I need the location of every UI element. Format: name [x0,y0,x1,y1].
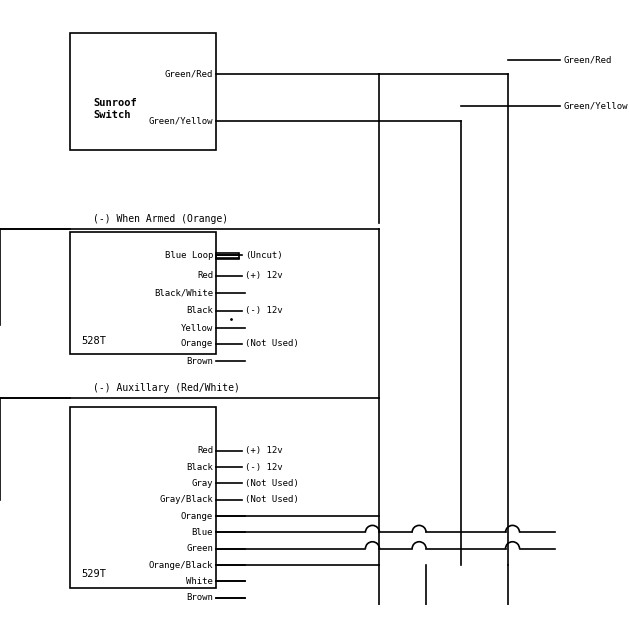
Text: Green/Red: Green/Red [564,55,611,64]
Text: Green: Green [186,544,213,553]
Text: Blue: Blue [192,528,213,537]
Text: Brown: Brown [186,357,213,366]
Text: Black: Black [186,463,213,472]
Text: Green/Yellow: Green/Yellow [148,117,213,125]
Text: Sunroof
Switch: Sunroof Switch [93,98,137,120]
Text: Gray/Black: Gray/Black [159,495,213,504]
Bar [70,232,216,354]
Bar [70,33,216,150]
Text: Red: Red [197,271,213,280]
Text: (Not Used): (Not Used) [245,495,299,504]
Text: Blue Loop: Blue Loop [165,251,213,260]
Text: (Not Used): (Not Used) [245,339,299,349]
Text: (Uncut): (Uncut) [245,251,283,260]
Text: (-) Auxillary (Red/White): (-) Auxillary (Red/White) [93,384,240,394]
Bar [216,253,239,259]
Text: Green/Red: Green/Red [165,70,213,78]
Text: (Not Used): (Not Used) [245,479,299,488]
Text: Yellow: Yellow [181,324,213,332]
Text: 528T: 528T [82,335,107,345]
Text: (+) 12v: (+) 12v [245,271,283,280]
Text: Black/White: Black/White [154,288,213,298]
Text: White: White [186,577,213,586]
Text: Black: Black [186,306,213,315]
Text: (-) 12v: (-) 12v [245,306,283,315]
Text: Orange/Black: Orange/Black [148,561,213,569]
Text: Green/Yellow: Green/Yellow [564,102,628,111]
Text: Orange: Orange [181,512,213,520]
Text: Brown: Brown [186,593,213,603]
Text: (-) 12v: (-) 12v [245,463,283,472]
Text: 529T: 529T [82,569,107,579]
Text: (+) 12v: (+) 12v [245,446,283,455]
Text: Orange: Orange [181,339,213,349]
Text: (-) When Armed (Orange): (-) When Armed (Orange) [93,214,228,224]
Text: Gray: Gray [192,479,213,488]
Bar [70,407,216,588]
Text: Red: Red [197,446,213,455]
